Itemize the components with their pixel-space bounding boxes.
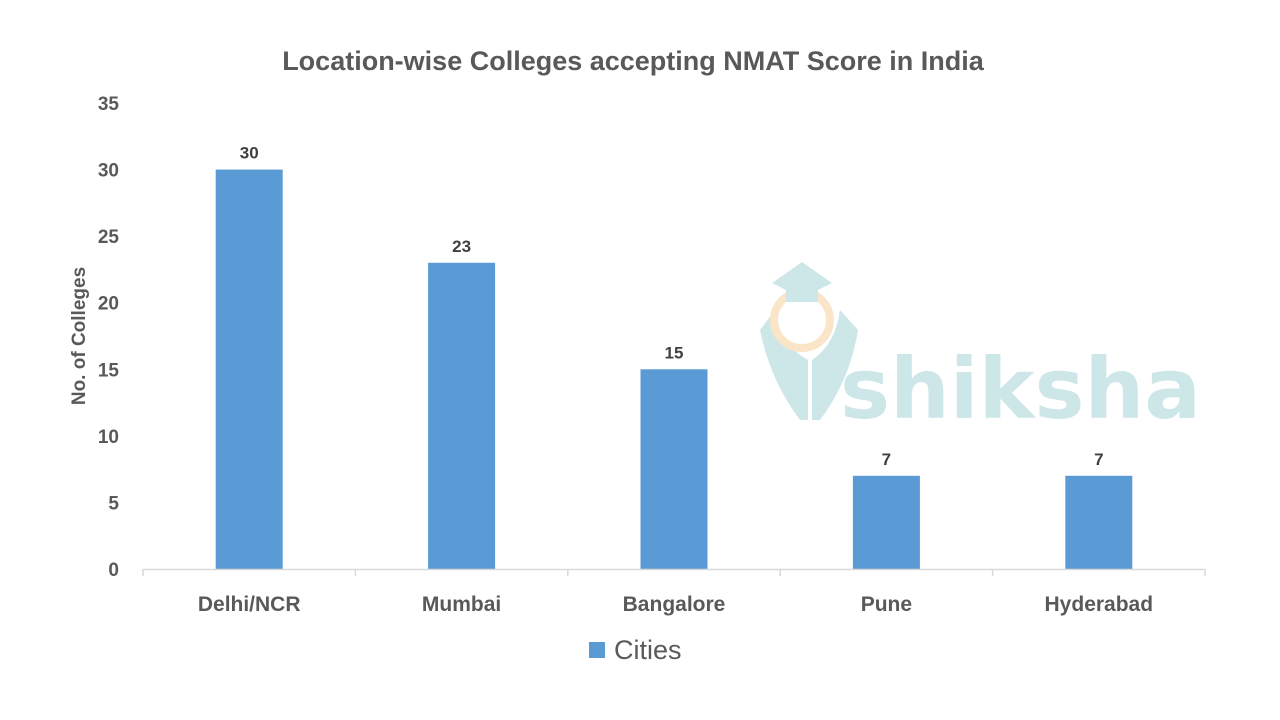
data-label: 15 bbox=[665, 343, 684, 362]
y-tick-label: 15 bbox=[98, 360, 120, 381]
svg-text:shiksha: shiksha bbox=[840, 340, 1201, 438]
y-axis-label: No. of Colleges bbox=[69, 267, 90, 405]
bar bbox=[852, 475, 920, 569]
data-label: 7 bbox=[882, 450, 891, 469]
x-tick-label: Pune bbox=[861, 593, 912, 616]
legend-swatch bbox=[589, 642, 605, 658]
x-tick-label: Delhi/NCR bbox=[198, 593, 301, 616]
y-tick-label: 25 bbox=[98, 227, 120, 248]
y-tick-label: 0 bbox=[108, 560, 119, 581]
data-label: 23 bbox=[452, 237, 471, 256]
data-label: 30 bbox=[240, 144, 259, 163]
y-tick-label: 20 bbox=[98, 294, 119, 315]
shiksha-watermark-logo: shiksha bbox=[760, 262, 1201, 438]
data-label: 7 bbox=[1094, 450, 1103, 469]
x-tick-label: Hyderabad bbox=[1045, 593, 1154, 616]
bar bbox=[428, 262, 496, 569]
chart-title: Location-wise Colleges accepting NMAT Sc… bbox=[282, 46, 985, 76]
y-tick-label: 10 bbox=[98, 427, 119, 448]
x-tick-label: Bangalore bbox=[623, 593, 726, 616]
bar bbox=[640, 369, 708, 569]
y-tick-label: 35 bbox=[98, 94, 120, 115]
legend: Cities bbox=[589, 635, 682, 665]
legend-label: Cities bbox=[614, 635, 682, 665]
bar bbox=[215, 169, 283, 570]
y-tick-label: 30 bbox=[98, 161, 119, 182]
x-tick-label: Mumbai bbox=[422, 593, 501, 616]
bar bbox=[1065, 475, 1133, 569]
y-tick-label: 5 bbox=[108, 493, 119, 514]
